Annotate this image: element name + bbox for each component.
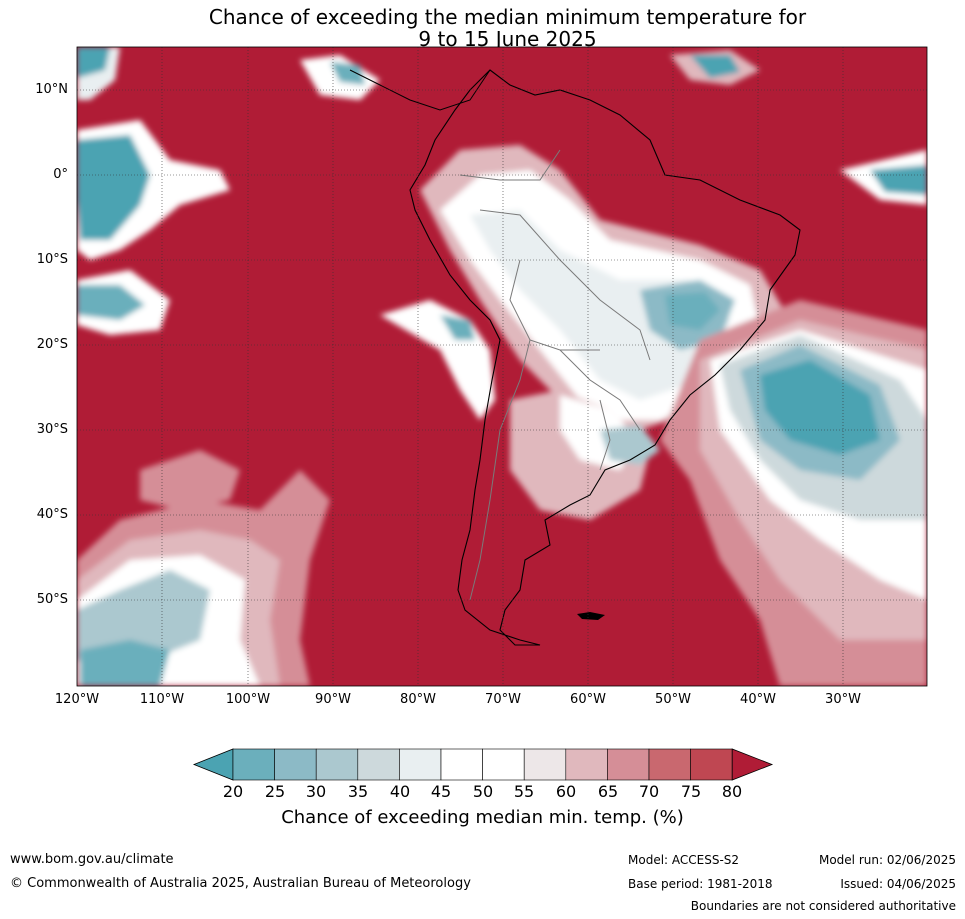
lon-label: 40°W (740, 692, 776, 707)
field-e-pacific-pink (140, 450, 240, 510)
colorbar-swatch (523, 748, 567, 781)
colorbar-swatch (399, 748, 442, 781)
lon-label: 100°W (225, 692, 271, 707)
field-caribbean-teal (690, 55, 740, 78)
footer-issued: Issued: 04/06/2025 (840, 877, 956, 891)
lat-label: 20°S (36, 337, 68, 352)
colorbar-tick: 80 (721, 782, 743, 801)
colorbar-arrow-low (192, 748, 234, 781)
lat-label: 40°S (36, 507, 68, 522)
field-se-pacific-teal (80, 640, 170, 686)
colorbar-swatch (482, 748, 525, 781)
colorbar-swatch (565, 748, 608, 781)
footer-website: www.bom.gov.au/climate (10, 852, 174, 867)
field-brazil-teal2 (665, 292, 720, 330)
colorbar-swatch (648, 748, 691, 781)
colorbar-swatch (440, 748, 483, 781)
field-s-atlantic-teal (760, 360, 880, 455)
colorbar-tick: 20 (222, 782, 244, 801)
colorbar-swatch (232, 748, 275, 781)
falkland-islands (577, 612, 605, 620)
colorbar-tick: 25 (264, 782, 286, 801)
colorbar-tick: 75 (680, 782, 702, 801)
colorbar-label: Chance of exceeding median min. temp. (%… (281, 807, 684, 828)
colorbar-tick: 65 (597, 782, 619, 801)
national-boundaries (459, 149, 651, 601)
lon-label: 60°W (570, 692, 606, 707)
footer-model-run: Model run: 02/06/2025 (818, 853, 956, 867)
probability-field (77, 47, 927, 686)
footer-disclaimer: Boundaries are not considered authoritat… (690, 899, 956, 913)
field-peru-coast-teal (440, 315, 475, 340)
lon-label: 30°W (825, 692, 861, 707)
colorbar-tick: 40 (389, 782, 411, 801)
lon-label: 80°W (400, 692, 436, 707)
colorbar-tick: 70 (638, 782, 660, 801)
colorbar-arrow-high (731, 748, 774, 781)
lon-label: 110°W (139, 692, 185, 707)
field-nw-pacific-teal (77, 47, 110, 78)
field-equator-east-teal (870, 165, 927, 195)
colorbar-tick: 35 (347, 782, 369, 801)
lat-label: 0° (53, 167, 68, 182)
colorbar-tick: 55 (513, 782, 535, 801)
footer-model: Model: ACCESS-S2 (628, 853, 740, 867)
colorbar-tick: 60 (555, 782, 577, 801)
field-w-pacific-teal (77, 285, 145, 320)
lat-label: 10°S (36, 252, 68, 267)
footer-base-period: Base period: 1981-2018 (628, 877, 773, 891)
map-grid (77, 47, 927, 686)
lat-label: 30°S (36, 422, 68, 437)
colorbar (192, 748, 774, 781)
colorbar-tick: 30 (305, 782, 327, 801)
field-amazon-lightblue (470, 210, 730, 400)
colorbar-swatch (690, 748, 733, 781)
map-frame (76, 46, 928, 687)
lon-label: 50°W (655, 692, 691, 707)
central-america-coastline (349, 69, 491, 111)
colorbar-swatch (315, 748, 359, 781)
south-america-coastline (409, 69, 801, 646)
map-title-line1: Chance of exceeding the median minimum t… (208, 5, 807, 29)
field-uruguay-teal (600, 425, 660, 465)
lat-label: 10°N (35, 82, 68, 97)
colorbar-tick: 50 (472, 782, 494, 801)
lon-label: 120°W (54, 692, 100, 707)
lat-label: 50°S (36, 592, 68, 607)
footer-copyright: © Commonwealth of Australia 2025, Austra… (10, 876, 471, 891)
colorbar-swatch (357, 748, 400, 781)
colorbar-tick: 45 (430, 782, 452, 801)
field-ca-teal (330, 62, 365, 85)
field-eq-pacific-teal (77, 135, 150, 240)
colorbar-swatch (607, 748, 650, 781)
lon-label: 90°W (315, 692, 351, 707)
colorbar-swatch (274, 748, 317, 781)
lon-label: 70°W (485, 692, 521, 707)
